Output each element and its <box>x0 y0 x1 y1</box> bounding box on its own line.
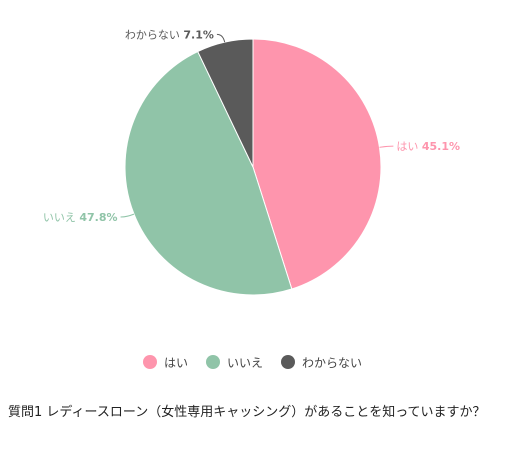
data-label-no: いいえ 47.8% <box>43 211 118 224</box>
pie-chart-svg: はい 45.1% いいえ 47.8% わからない 7.1% <box>43 28 460 296</box>
data-label-value-yes: 45.1% <box>422 140 460 153</box>
legend-label-no: いいえ <box>226 355 263 370</box>
data-label-value-unknown: 7.1% <box>183 28 214 41</box>
pie-chart: はい 45.1% いいえ 47.8% わからない 7.1% <box>43 28 460 296</box>
legend-item-unknown[interactable]: わからない <box>281 354 362 371</box>
label-connector-yes <box>379 145 394 148</box>
data-label-name-no: いいえ <box>43 211 80 224</box>
question-caption: 質問1 レディースローン（女性専用キャッシング）があることを知っていますか？ <box>8 405 486 420</box>
pie-slice-no[interactable] <box>124 50 293 296</box>
data-label-unknown: わからない 7.1% <box>125 28 214 41</box>
legend-label-yes: はい <box>163 355 188 370</box>
label-connector-unknown <box>216 33 226 43</box>
pie-slice-yes[interactable] <box>252 38 382 290</box>
legend-dot-unknown <box>281 355 295 369</box>
legend-item-yes[interactable]: はい <box>142 354 188 371</box>
legend-dot-yes <box>142 355 157 369</box>
legend-label-unknown: わからない <box>302 355 363 370</box>
data-label-name-yes: はい <box>396 140 422 153</box>
pie-slice-unknown[interactable] <box>197 38 254 168</box>
legend-dot-no <box>205 355 220 369</box>
data-label-yes: はい 45.1% <box>396 140 460 153</box>
label-connector-no <box>120 213 135 218</box>
data-label-value-no: 47.8% <box>79 211 117 224</box>
legend-item-no[interactable]: いいえ <box>205 354 263 371</box>
data-label-name-unknown: わからない <box>125 28 184 41</box>
chart-legend: はい いいえ わからない <box>0 350 505 374</box>
